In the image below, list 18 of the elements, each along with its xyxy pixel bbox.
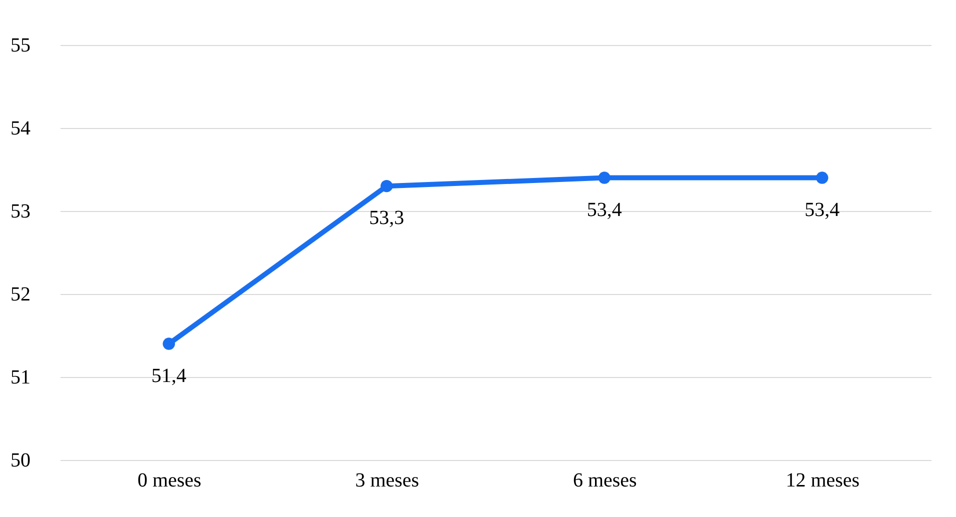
y-tick-label: 50 (10, 450, 30, 472)
x-tick-label: 0 meses (137, 470, 202, 492)
y-tick-label: 53 (10, 200, 30, 222)
point (162, 338, 175, 350)
data-label: 53,3 (369, 207, 404, 230)
data-label: 51,4 (151, 364, 186, 387)
data-label: 53,4 (804, 198, 840, 221)
y-tick-label: 52 (10, 284, 30, 306)
x-tick-label: 6 meses (572, 470, 638, 492)
y-tick-label: 55 (10, 34, 30, 56)
data-label: 53,4 (586, 198, 622, 221)
y-tick-label: 54 (10, 118, 30, 140)
point (598, 172, 610, 184)
x-tick-label: 3 meses (355, 470, 420, 492)
point (816, 172, 828, 184)
x-tick-label: 12 meses (786, 470, 860, 492)
point (380, 180, 393, 192)
y-tick-label: 51 (10, 366, 30, 388)
